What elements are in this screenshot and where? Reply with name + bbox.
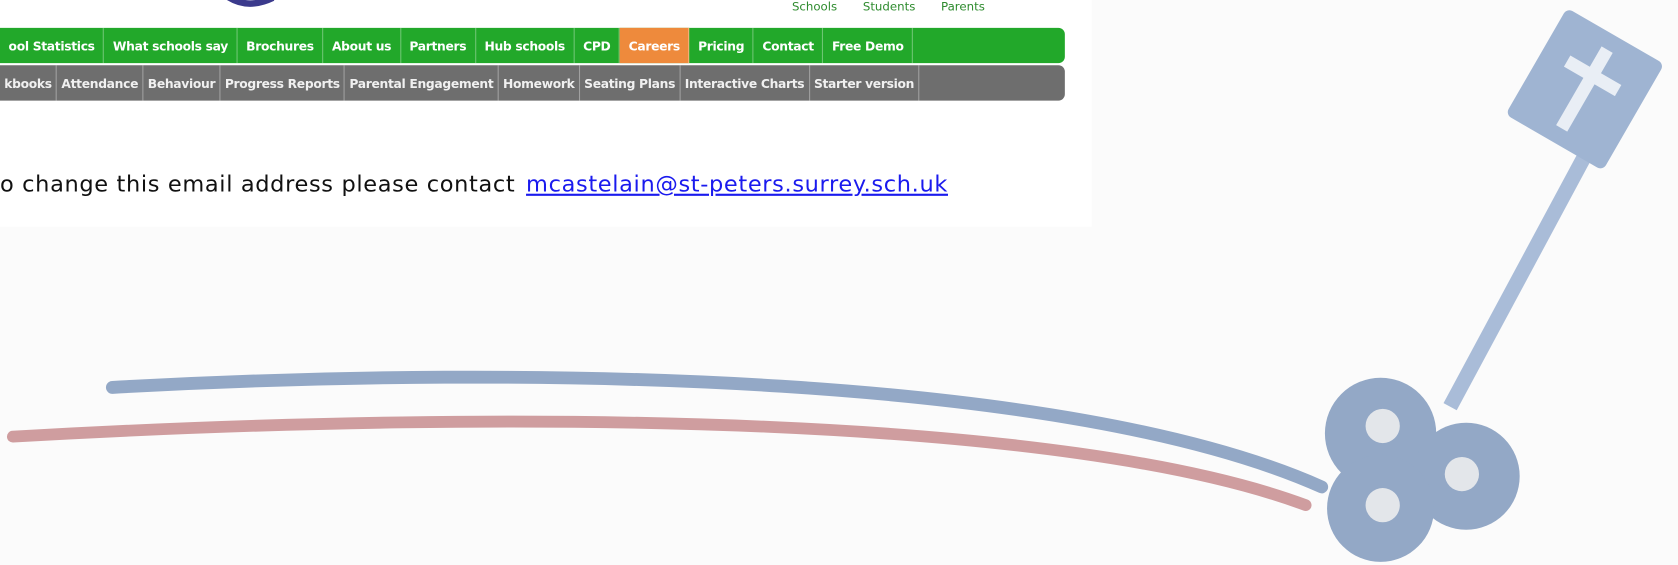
key-graphic [0, 0, 1678, 565]
stage: SchoolsStudentsParents ool StatisticsWha… [0, 0, 1678, 565]
page: SchoolsStudentsParents ool StatisticsWha… [0, 0, 1678, 565]
